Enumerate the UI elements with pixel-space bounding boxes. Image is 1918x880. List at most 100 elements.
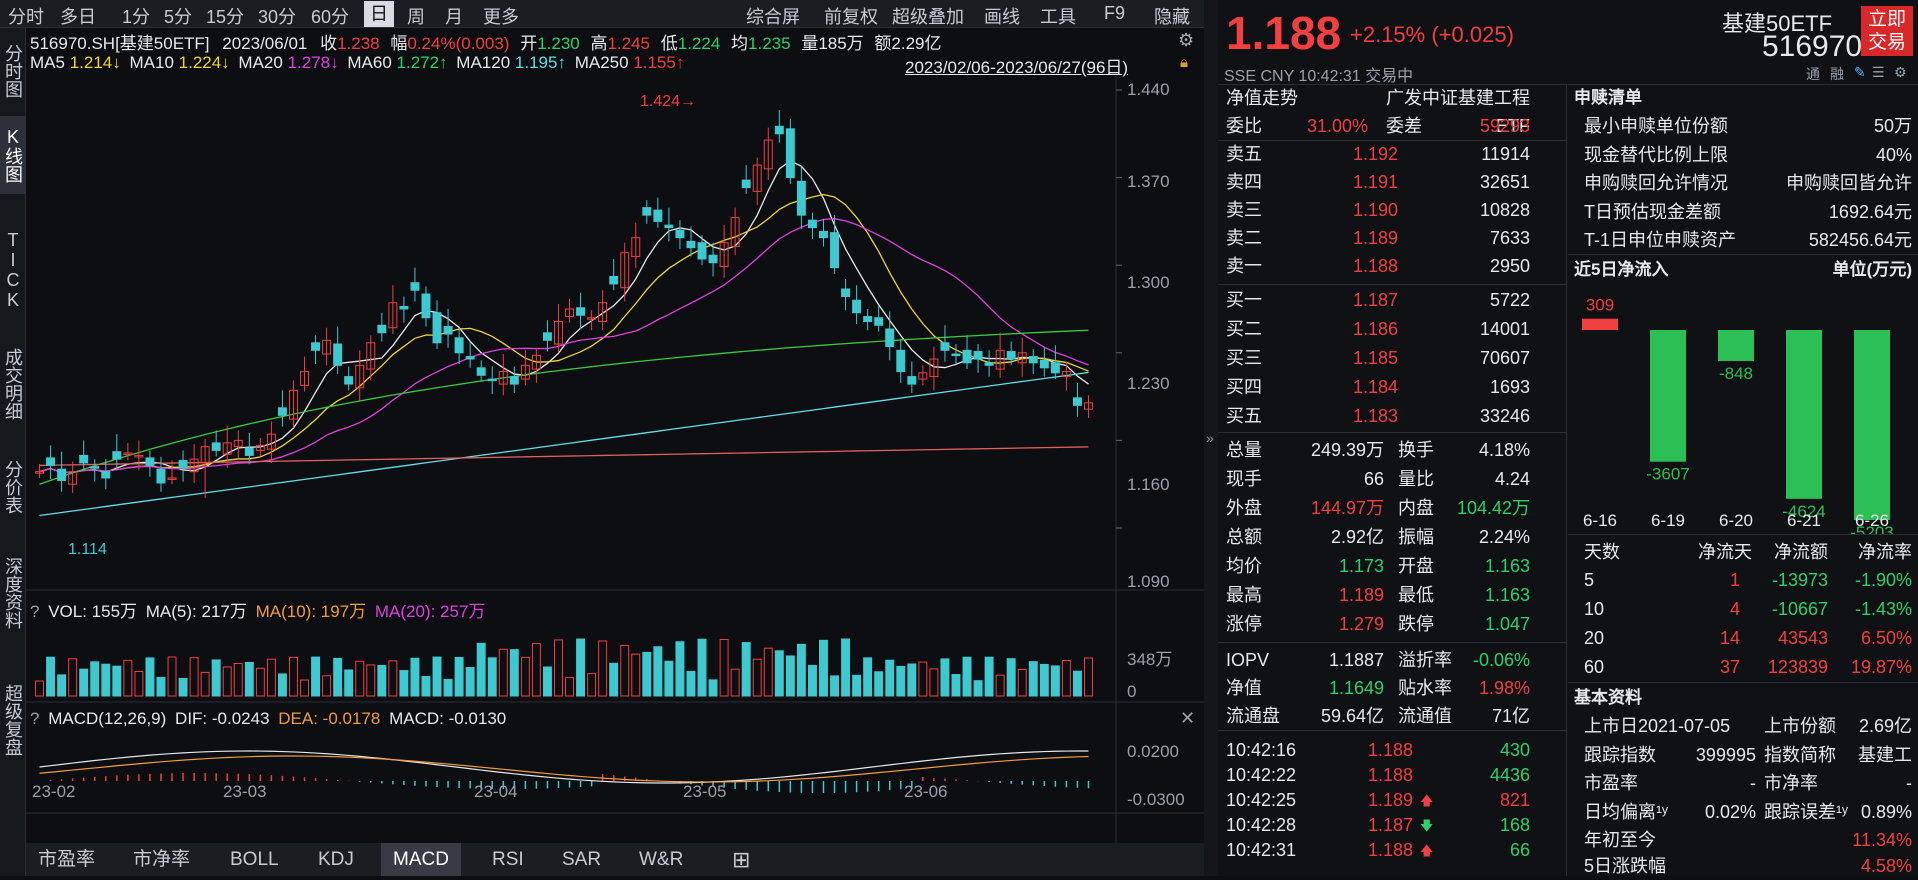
volume-bar <box>609 662 619 697</box>
period-tab-2[interactable]: 多日 <box>60 7 96 27</box>
trade-now-button[interactable]: 立即交易 <box>1861 6 1913 56</box>
close-icon[interactable]: ✕ <box>1180 708 1196 728</box>
sidetab-kline[interactable]: K线图 <box>0 116 26 194</box>
sidetab-review[interactable]: 超级复盘 <box>3 684 23 756</box>
volume-bar <box>929 668 939 697</box>
period-tab-3[interactable]: 1分 <box>122 7 151 27</box>
candle-body <box>598 302 608 323</box>
tab-macd[interactable]: MACD <box>381 843 461 876</box>
candle-body <box>156 468 166 484</box>
lock-icon[interactable]: 🔒︎ <box>1180 54 1188 71</box>
period-tab-5[interactable]: 15分 <box>206 7 245 27</box>
tab-pe[interactable]: 市盈率 <box>38 849 96 870</box>
date-range[interactable]: 2023/02/06-2023/06/27(96日) <box>905 58 1129 77</box>
ma10-line <box>39 193 1089 474</box>
candle-body <box>255 444 265 451</box>
volume-bar <box>686 670 696 697</box>
sidetab-profile[interactable]: 深度资料 <box>3 557 23 629</box>
ma20-value: 1.278↓ <box>287 53 339 72</box>
amt-value: 2.29亿 <box>891 34 942 53</box>
add-tab-icon[interactable]: ⊞ <box>732 847 751 872</box>
y-axis <box>1116 89 1122 529</box>
tab-pb[interactable]: 市净率 <box>133 849 191 870</box>
stat-label: 最低 <box>1398 585 1434 605</box>
d5-label: 5日涨跌幅 <box>1584 856 1667 876</box>
kline-chart[interactable] <box>26 76 1204 846</box>
candle-body <box>675 229 685 239</box>
sidetab-timeshare[interactable]: 分时图 <box>3 44 23 98</box>
tool-adjust[interactable]: 前复权 <box>824 7 878 27</box>
tab-sar[interactable]: SAR <box>562 849 602 870</box>
stat-label: 量比 <box>1398 469 1434 489</box>
settings-icon[interactable]: ⚙ <box>1894 64 1907 80</box>
bid-level-label: 买三 <box>1226 348 1262 368</box>
candle-body <box>929 358 939 378</box>
candle-body <box>112 451 122 460</box>
trend-label[interactable]: 净值走势 <box>1226 88 1298 108</box>
ma5-line <box>39 160 1089 474</box>
period-tab-month[interactable]: 月 <box>445 7 463 27</box>
security-code: 516970.SH[基建50ETF] <box>30 34 210 53</box>
vol-help-icon[interactable]: ? <box>30 602 40 621</box>
macd-help-icon[interactable]: ? <box>30 709 40 728</box>
tab-boll[interactable]: BOLL <box>230 849 279 870</box>
chip-tong[interactable]: 通 <box>1806 66 1820 82</box>
volume-bar <box>1084 657 1093 697</box>
tool-f9[interactable]: F9 <box>1104 3 1126 23</box>
candle-body <box>443 326 453 335</box>
stat-value: 249.39万 <box>1310 440 1384 460</box>
candle-body <box>1028 356 1038 364</box>
bid-level-label: 买一 <box>1226 290 1262 310</box>
volume-bar <box>79 668 89 697</box>
tool-combined-screen[interactable]: 综合屏 <box>746 7 800 27</box>
redeem-value: 1692.64元 <box>1828 201 1912 222</box>
sidetab-trades[interactable]: 成交明细 <box>3 348 23 420</box>
candle-body <box>377 324 387 334</box>
bid-level-volume: 1693 <box>1489 377 1530 397</box>
period-tab-day[interactable]: 日 <box>364 1 394 27</box>
chip-rong[interactable]: 融 <box>1830 66 1844 82</box>
collapse-icon[interactable]: » <box>1206 430 1214 446</box>
tool-overlay[interactable]: 超级叠加 <box>892 7 964 27</box>
volume-bar <box>863 657 873 697</box>
period-tab-week[interactable]: 周 <box>407 7 425 27</box>
period-tab-7[interactable]: 60分 <box>311 7 350 27</box>
period-tab-more[interactable]: 更多 <box>483 7 519 27</box>
inflow-value-label: -3607 <box>1646 465 1689 484</box>
tab-rsi[interactable]: RSI <box>492 849 524 870</box>
tab-kdj[interactable]: KDJ <box>318 849 354 870</box>
edit-icon[interactable]: ✎ <box>1854 64 1866 80</box>
volume-bar <box>355 660 365 697</box>
flow-rate: 19.87% <box>1850 657 1912 677</box>
stat-label: 外盘 <box>1226 498 1262 518</box>
tick-volume: 821 <box>1499 790 1530 810</box>
candle-body <box>830 232 839 269</box>
tool-hide[interactable]: 隐藏 <box>1154 7 1190 27</box>
ask-level-price: 1.190 <box>1352 200 1398 220</box>
period-tab-1[interactable]: 分时 <box>8 7 44 27</box>
tool-draw[interactable]: 画线 <box>984 7 1020 27</box>
sidetab-pricedist[interactable]: 分价表 <box>3 460 23 514</box>
sidetab-tick[interactable]: TICK <box>3 230 23 310</box>
ma120-value: 1.195↑ <box>514 53 566 72</box>
ask-level-label: 卖一 <box>1226 256 1262 276</box>
tab-wr[interactable]: W&R <box>639 849 684 870</box>
volume-bar <box>841 638 851 697</box>
splitter[interactable] <box>1204 0 1218 876</box>
volume-bar <box>830 675 839 697</box>
tracking-index-name: 广发中证基建工程ETF <box>1386 88 1530 136</box>
candle-body <box>885 328 895 348</box>
flow-rate: 6.50% <box>1860 628 1912 648</box>
tool-tools[interactable]: 工具 <box>1040 7 1076 27</box>
fund-code: 516970 <box>1762 30 1863 63</box>
stat-label: 开盘 <box>1398 556 1434 576</box>
volume-bar <box>377 664 387 697</box>
list-icon[interactable]: ☰ <box>1872 64 1885 80</box>
period-tab-6[interactable]: 30分 <box>258 7 297 27</box>
inflow-value-label: -4624 <box>1782 502 1825 521</box>
period-tab-4[interactable]: 5分 <box>164 7 193 27</box>
basic-value: - <box>1906 773 1912 793</box>
gear-icon[interactable]: ⚙ <box>1178 30 1195 50</box>
ma5-label: MA5 <box>30 53 65 72</box>
inflow-value-label: -848 <box>1719 364 1753 383</box>
